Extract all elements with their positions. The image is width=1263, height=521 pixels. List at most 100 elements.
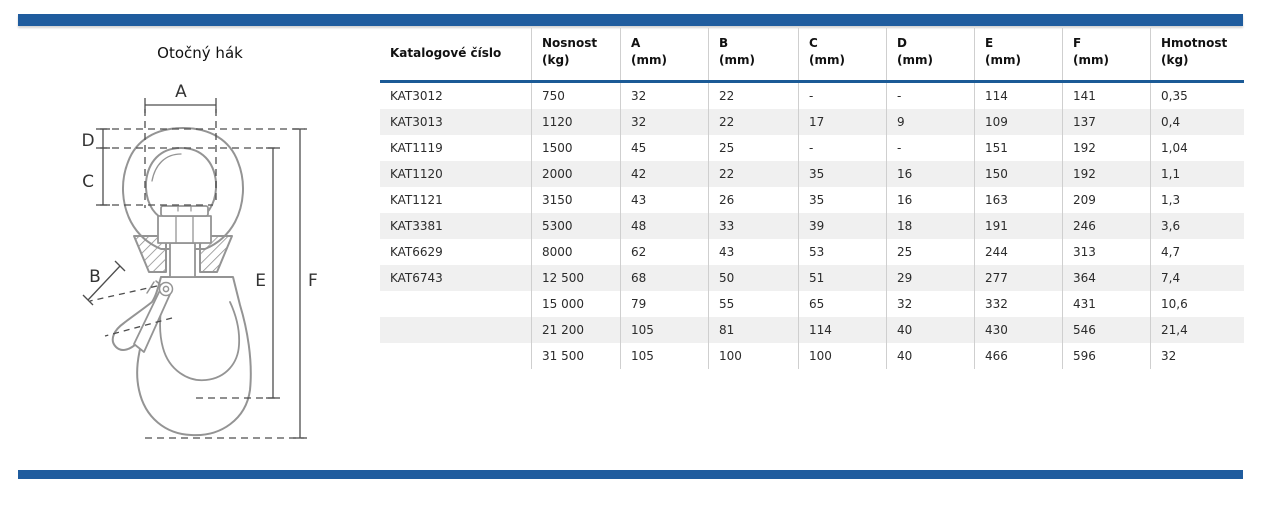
- table-cell: 431: [1062, 291, 1150, 317]
- table-cell: 137: [1062, 109, 1150, 135]
- table-cell: [380, 317, 531, 343]
- table-cell: 65: [798, 291, 886, 317]
- table-cell: 1,1: [1150, 161, 1244, 187]
- table-cell: 163: [974, 187, 1062, 213]
- table-cell: KAT3013: [390, 115, 443, 129]
- table-cell: 32: [620, 109, 708, 135]
- table-cell: 114: [974, 83, 1062, 109]
- table-cell: KAT3012: [390, 89, 443, 103]
- table-row: KAT1120 2000 42 22 35 16 150 192 1,1: [380, 161, 1244, 187]
- dimension-lines: [82, 98, 307, 439]
- column-header-unit: (kg): [542, 53, 570, 68]
- table-cell: 100: [798, 343, 886, 369]
- table-cell: 25: [886, 239, 974, 265]
- hook-drawing: [111, 127, 252, 437]
- table-cell: 40: [886, 343, 974, 369]
- table-row: KAT6629 8000 62 43 53 25 244 313 4,7: [380, 239, 1244, 265]
- table-cell: 43: [620, 187, 708, 213]
- table-cell: 141: [1062, 83, 1150, 109]
- table-cell: 21 200: [531, 317, 620, 343]
- column-header-unit: (mm): [719, 53, 755, 68]
- table-row: KAT3381 5300 48 33 39 18 191 246 3,6: [380, 213, 1244, 239]
- table-cell: 332: [974, 291, 1062, 317]
- column-header-label: C: [809, 36, 818, 50]
- table-cell: 0,35: [1150, 83, 1244, 109]
- table-cell: 1120: [531, 109, 620, 135]
- table-cell: 1,3: [1150, 187, 1244, 213]
- column-header-label: Hmotnost: [1161, 36, 1228, 50]
- table-cell: 150: [974, 161, 1062, 187]
- column-header-label: Katalogové číslo: [390, 46, 502, 61]
- dim-label-c: C: [82, 172, 94, 192]
- table-cell: 43: [708, 239, 798, 265]
- table-cell: 35: [798, 161, 886, 187]
- table-cell: -: [886, 83, 974, 109]
- table-cell: 55: [708, 291, 798, 317]
- dim-label-d: D: [81, 131, 94, 151]
- diagram-title: Otočný hák: [157, 44, 243, 62]
- table-cell: 277: [974, 265, 1062, 291]
- table-cell: -: [798, 135, 886, 161]
- table-cell: 3150: [531, 187, 620, 213]
- table-cell: 48: [620, 213, 708, 239]
- table-cell: 192: [1062, 135, 1150, 161]
- table-cell: 105: [620, 343, 708, 369]
- table-cell: [380, 291, 531, 317]
- dim-label-f: F: [308, 271, 318, 291]
- table-row: KAT6743 12 500 68 50 51 29 277 364 7,4: [380, 265, 1244, 291]
- table-cell: 68: [620, 265, 708, 291]
- spec-table: Katalogové číslo Nosnost (kg) A (mm) B (…: [380, 28, 1244, 369]
- table-cell: 22: [708, 161, 798, 187]
- table-cell: 244: [974, 239, 1062, 265]
- table-cell: 114: [798, 317, 886, 343]
- table-cell: 9: [886, 109, 974, 135]
- table-cell: KAT1121: [390, 193, 443, 207]
- column-header-label: Nosnost: [542, 36, 598, 50]
- column-header-unit: (mm): [1073, 53, 1109, 68]
- table-cell: 62: [620, 239, 708, 265]
- column-header-f: F (mm): [1062, 28, 1150, 80]
- dim-label-a: A: [175, 82, 187, 102]
- table-cell: 35: [798, 187, 886, 213]
- table-cell: 81: [708, 317, 798, 343]
- column-header-a: A (mm): [620, 28, 708, 80]
- column-header-label: D: [897, 36, 907, 50]
- top-accent-bar: [18, 14, 1243, 26]
- table-cell: 191: [974, 213, 1062, 239]
- column-header-label: B: [719, 36, 729, 50]
- column-header-c: C (mm): [798, 28, 886, 80]
- table-cell: 12 500: [531, 265, 620, 291]
- table-cell: 53: [798, 239, 886, 265]
- table-cell: 79: [620, 291, 708, 317]
- table-cell: 105: [620, 317, 708, 343]
- table-cell: 16: [886, 161, 974, 187]
- table-cell: -: [886, 135, 974, 161]
- table-row: KAT3012 750 32 22- -114 141 0,35: [380, 83, 1244, 109]
- table-cell: 21,4: [1150, 317, 1244, 343]
- table-cell: 51: [798, 265, 886, 291]
- column-header-nosnost: Nosnost (kg): [531, 28, 620, 80]
- table-cell: 546: [1062, 317, 1150, 343]
- bottom-accent-bar: [18, 470, 1243, 479]
- table-cell: 33: [708, 213, 798, 239]
- table-cell: KAT6743: [390, 271, 443, 285]
- table-cell: 750: [531, 83, 620, 109]
- table-cell: 3,6: [1150, 213, 1244, 239]
- table-cell: 151: [974, 135, 1062, 161]
- table-cell: KAT3381: [390, 219, 443, 233]
- table-cell: 39: [798, 213, 886, 239]
- table-cell: 246: [1062, 213, 1150, 239]
- column-header-unit: (mm): [897, 53, 933, 68]
- table-cell: KAT1119: [390, 141, 443, 155]
- table-cell: 40: [886, 317, 974, 343]
- column-header-e: E (mm): [974, 28, 1062, 80]
- table-cell: 313: [1062, 239, 1150, 265]
- dim-label-e: E: [255, 271, 266, 291]
- column-header-unit: (mm): [631, 53, 667, 68]
- column-header-hmotnost: Hmotnost (kg): [1150, 28, 1244, 80]
- table-cell: KAT1120: [390, 167, 443, 181]
- hook-diagram-icon: A B C D E F: [81, 82, 318, 439]
- table-cell: 16: [886, 187, 974, 213]
- column-header-d: D (mm): [886, 28, 974, 80]
- table-cell: 209: [1062, 187, 1150, 213]
